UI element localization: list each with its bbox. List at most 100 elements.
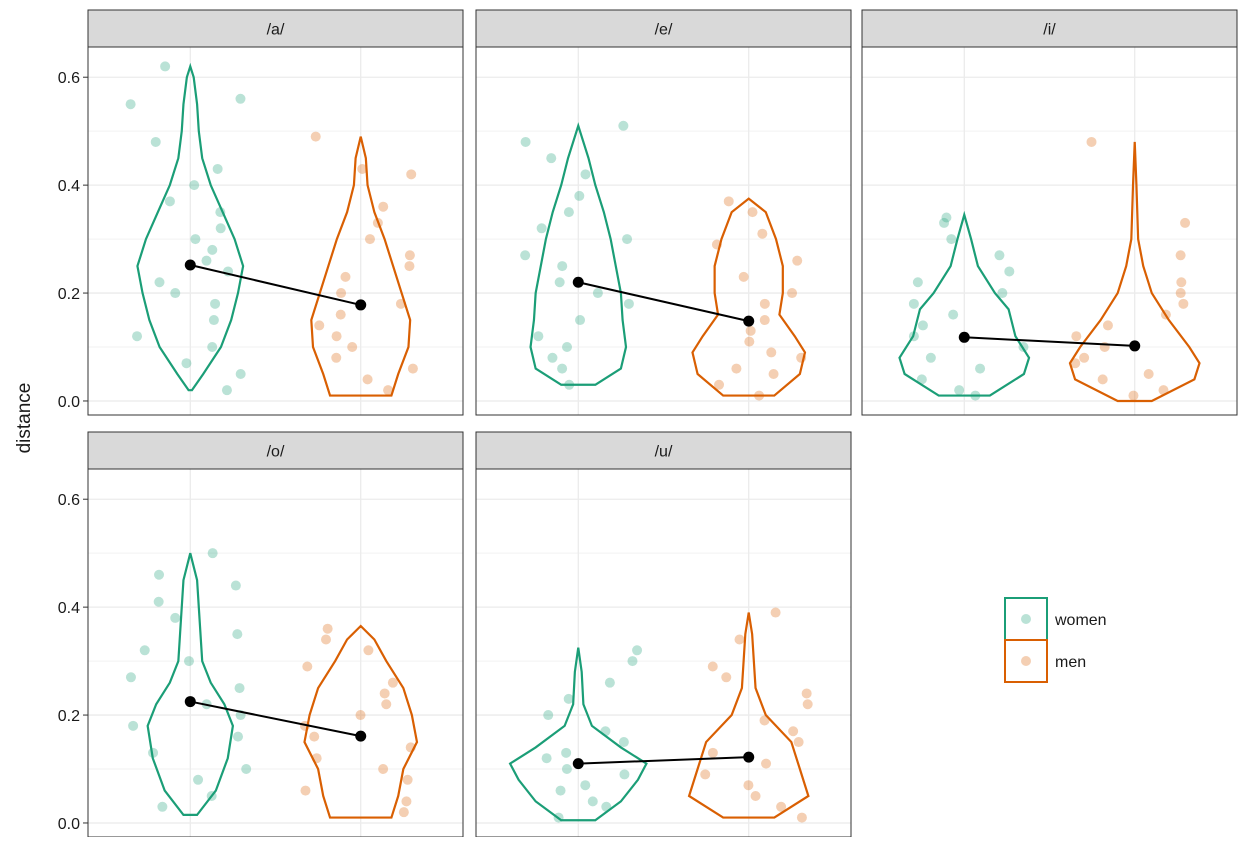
violin [529, 122, 628, 386]
jitter-point [401, 796, 412, 807]
strip-label: /i/ [1043, 22, 1056, 39]
mean-point [572, 758, 584, 770]
jitter-point [347, 342, 358, 353]
jitter-point [948, 309, 959, 320]
jitter-point [916, 374, 927, 385]
jitter-point [745, 325, 756, 336]
jitter-point [994, 250, 1005, 261]
jitter-point [555, 785, 566, 796]
violin [691, 197, 807, 397]
jitter-point [575, 315, 586, 326]
jitter-point [379, 688, 390, 699]
jitter-point [210, 298, 221, 309]
jitter-point [314, 320, 325, 331]
jitter-point [331, 352, 342, 363]
jitter-point [734, 634, 745, 645]
jitter-point [381, 699, 392, 710]
jitter-point [407, 363, 418, 374]
jitter-point [233, 731, 244, 742]
jitter-point [331, 331, 342, 342]
jitter-point [563, 693, 574, 704]
mean-point [355, 299, 367, 311]
jitter-point [1097, 374, 1108, 385]
jitter-point [714, 379, 725, 390]
jitter-point [404, 261, 415, 272]
jitter-point [128, 720, 139, 731]
violin [303, 624, 419, 819]
jitter-point [554, 277, 565, 288]
jitter-point [543, 710, 554, 721]
jitter-point [623, 298, 634, 309]
jitter-point [154, 569, 165, 580]
jitter-point [547, 352, 558, 363]
jitter-point [925, 352, 936, 363]
jitter-point [132, 331, 143, 342]
jitter-point [580, 169, 591, 180]
jitter-point [802, 699, 813, 710]
jitter-point [908, 298, 919, 309]
jitter-point [309, 731, 320, 742]
jitter-point [207, 244, 218, 255]
legend-label: women [1054, 612, 1107, 629]
jitter-point [580, 780, 591, 791]
mean-point [958, 331, 970, 343]
mean-point [184, 696, 196, 708]
jitter-point [363, 645, 374, 656]
jitter-point [215, 223, 226, 234]
jitter-point [759, 315, 770, 326]
jitter-point [787, 288, 798, 299]
jitter-point [1176, 277, 1187, 288]
strip [861, 9, 1238, 48]
y-tick-label: 0.6 [58, 70, 80, 87]
legend-point [1021, 656, 1031, 666]
legend-key [1004, 597, 1048, 641]
jitter-point [788, 726, 799, 737]
jitter-point [946, 234, 957, 245]
strip [475, 9, 852, 48]
jitter-point [759, 298, 770, 309]
panel-border [87, 46, 464, 416]
jitter-point [520, 136, 531, 147]
panel-border [861, 46, 1238, 416]
y-tick-label: 0.4 [58, 178, 80, 195]
panel [476, 469, 851, 837]
jitter-point [562, 342, 573, 353]
jitter-point [230, 580, 241, 591]
jitter-point [378, 764, 389, 775]
jitter-point [170, 612, 181, 623]
mean-line [190, 700, 361, 738]
jitter-point [378, 201, 389, 212]
jitter-point [160, 61, 171, 72]
violin [687, 612, 810, 819]
jitter-point [234, 683, 245, 694]
jitter-point [536, 223, 547, 234]
panel-border [475, 46, 852, 416]
violin [146, 552, 235, 816]
jitter-point [917, 320, 928, 331]
jitter-point [939, 217, 950, 228]
mean-line [190, 264, 361, 306]
jitter-point [235, 93, 246, 104]
mean-line [578, 281, 749, 323]
jitter-point [362, 374, 373, 385]
jitter-point [302, 661, 313, 672]
jitter-point [618, 120, 629, 131]
y-tick-label: 0.0 [58, 394, 80, 411]
jitter-point [750, 790, 761, 801]
mean-point [743, 751, 755, 763]
jitter-point [208, 315, 219, 326]
jitter-point [700, 769, 711, 780]
jitter-point [793, 737, 804, 748]
jitter-point [150, 136, 161, 147]
jitter-point [193, 774, 204, 785]
jitter-point [357, 163, 368, 174]
jitter-point [770, 607, 781, 618]
jitter-point [235, 368, 246, 379]
jitter-point [340, 271, 351, 282]
jitter-point [320, 634, 331, 645]
jitter-point [232, 629, 243, 640]
panel [88, 469, 463, 837]
jitter-point [707, 747, 718, 758]
jitter-point [1079, 352, 1090, 363]
